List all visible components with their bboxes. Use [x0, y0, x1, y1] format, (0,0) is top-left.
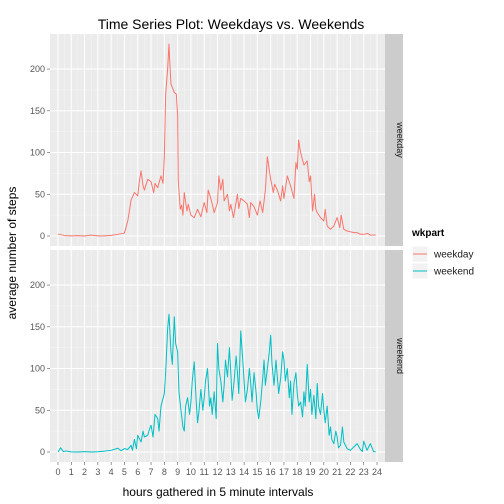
- x-tick-label: 4: [109, 467, 114, 477]
- legend-label-weekend: weekend: [433, 267, 474, 278]
- y-tick-label: 50: [35, 405, 45, 415]
- x-tick-label: 24: [372, 467, 382, 477]
- x-tick-label: 0: [55, 467, 60, 477]
- strip-background: [385, 250, 403, 462]
- strip-label-weekend: weekend: [395, 337, 405, 374]
- x-tick-label: 17: [279, 467, 289, 477]
- y-tick-label: 200: [30, 64, 45, 74]
- x-tick-label: 11: [200, 467, 209, 477]
- y-tick-label: 150: [30, 106, 45, 116]
- y-tick-label: 100: [30, 148, 45, 158]
- legend: wkpart weekday weekend: [411, 228, 474, 280]
- legend-title: wkpart: [411, 228, 445, 239]
- x-tick-label: 15: [252, 467, 262, 477]
- series-line-weekend: [57, 313, 376, 453]
- y-tick-label: 100: [30, 364, 45, 374]
- x-tick-label: 16: [266, 467, 276, 477]
- x-tick-label: 5: [122, 467, 127, 477]
- x-tick-label: 20: [319, 467, 329, 477]
- x-tick-label: 3: [95, 467, 100, 477]
- y-tick-label: 50: [35, 189, 45, 199]
- x-tick-label: 12: [212, 467, 222, 477]
- panel-weekend: 0 50 100 150 200 weekend: [30, 250, 405, 462]
- x-tick-label: 23: [359, 467, 369, 477]
- y-axis-label: average number of steps: [5, 187, 19, 320]
- x-tick-label: 8: [162, 467, 167, 477]
- x-tick-label: 22: [345, 467, 355, 477]
- y-tick-label: 0: [40, 231, 45, 241]
- x-tick-label: 6: [135, 467, 140, 477]
- x-tick-label: 14: [239, 467, 249, 477]
- x-tick-label: 1: [69, 467, 74, 477]
- x-tick-label: 19: [306, 467, 316, 477]
- x-tick-label: 9: [175, 467, 180, 477]
- y-tick-label: 150: [30, 322, 45, 332]
- x-tick-label: 2: [82, 467, 87, 477]
- legend-items: weekday weekend: [411, 245, 474, 280]
- series-line-weekday: [57, 43, 376, 237]
- x-tick-label: 7: [149, 467, 154, 477]
- x-tick-label: 21: [332, 467, 342, 477]
- y-tick-label: 200: [30, 280, 45, 290]
- x-axis-label: hours gathered in 5 minute intervals: [123, 485, 314, 499]
- x-tick-label: 13: [226, 467, 236, 477]
- legend-label-weekday: weekday: [433, 250, 473, 261]
- strip-background: [385, 34, 403, 246]
- x-tick-label: 10: [186, 467, 196, 477]
- chart-title: Time Series Plot: Weekdays vs. Weekends: [98, 16, 365, 32]
- x-tick-label: 18: [292, 467, 302, 477]
- strip-label-weekday: weekday: [395, 121, 405, 158]
- panel-weekday: 0 50 100 150 200 weekday: [30, 34, 405, 246]
- y-tick-label: 0: [40, 447, 45, 457]
- panels: 0 50 100 150 200 weekday 0 50 100 150 200 weekend: [30, 34, 405, 462]
- x-axis: 0 1 2 3 4 5 6 7 8 9 10 11 12 13 14 15 16 17 18 19 20 21 22 23 24: [55, 462, 382, 477]
